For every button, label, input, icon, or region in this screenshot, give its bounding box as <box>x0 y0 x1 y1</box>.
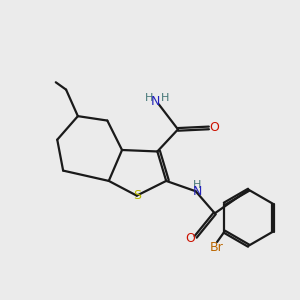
Text: S: S <box>133 189 141 202</box>
Text: H: H <box>193 180 201 190</box>
Text: O: O <box>209 122 219 134</box>
Text: N: N <box>192 185 202 198</box>
Text: H: H <box>145 93 154 103</box>
Text: N: N <box>151 95 160 108</box>
Text: O: O <box>185 232 195 245</box>
Text: H: H <box>161 93 170 103</box>
Text: Br: Br <box>210 241 223 254</box>
